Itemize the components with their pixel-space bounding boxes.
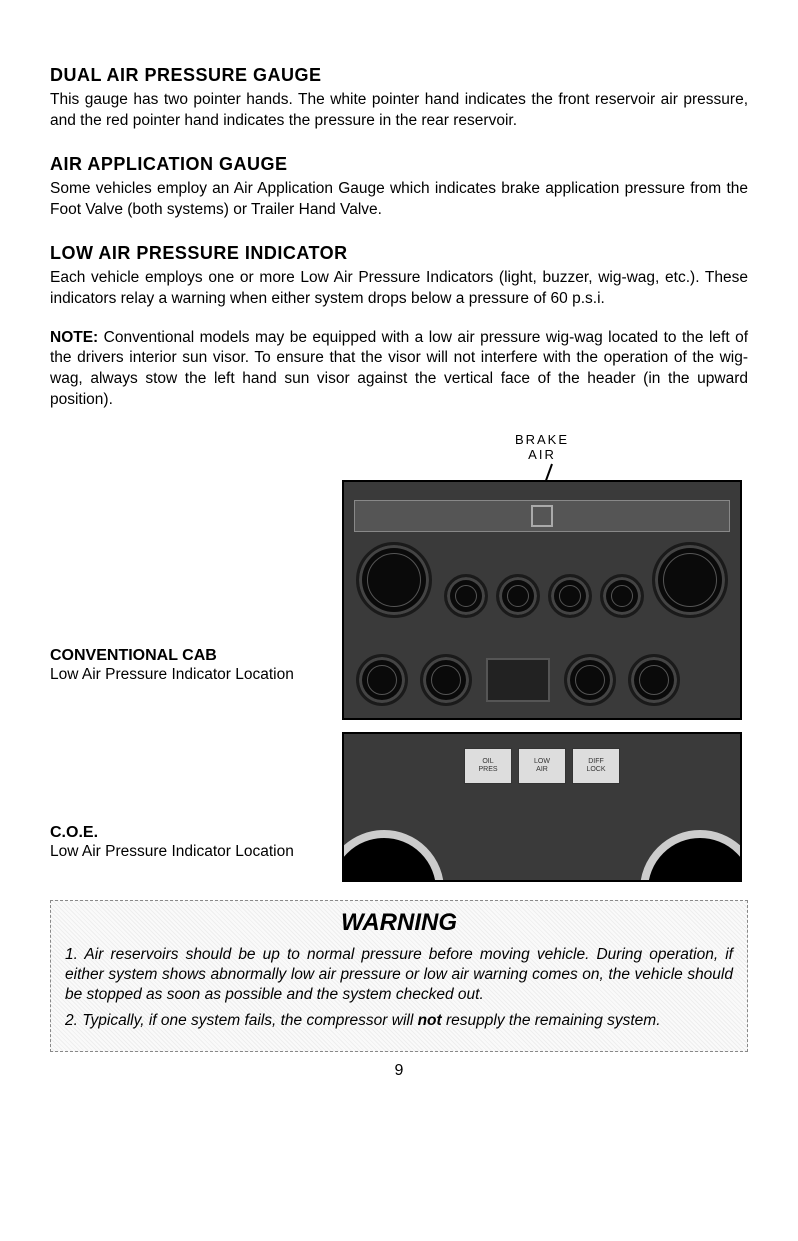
heading-low-air: LOW AIR PRESSURE INDICATOR xyxy=(50,243,748,264)
gauge-medium-3 xyxy=(548,574,592,618)
ind2-l1: LOW xyxy=(534,758,550,766)
dashboard-panel-coe: OIL PRES LOW AIR DIFF LOCK xyxy=(342,732,742,882)
brake-air-top: BRAKE xyxy=(515,432,569,447)
indicator-low-air: LOW AIR xyxy=(518,748,566,784)
page-number: 9 xyxy=(50,1062,748,1080)
warning-item-2-bold: not xyxy=(418,1012,442,1029)
ind1-l1: OIL xyxy=(482,758,493,766)
label-coe-sub: Low Air Pressure Indicator Location xyxy=(50,842,318,862)
ind3-l2: LOCK xyxy=(586,766,605,774)
brake-air-indicator-icon xyxy=(531,505,553,527)
gauge-small-1 xyxy=(356,654,408,706)
figure-image-coe: OIL PRES LOW AIR DIFF LOCK xyxy=(336,732,748,882)
gauge-small-4 xyxy=(628,654,680,706)
note-body-text: Conventional models may be equipped with… xyxy=(50,329,748,409)
body-low-air: Each vehicle employs one or more Low Air… xyxy=(50,268,748,310)
gauge-small-2 xyxy=(420,654,472,706)
indicator-oil-pres: OIL PRES xyxy=(464,748,512,784)
gauge-medium-4 xyxy=(600,574,644,618)
brake-air-callout: BRAKE AIR xyxy=(515,433,569,462)
ind2-l2: AIR xyxy=(536,766,548,774)
label-conventional-heading: CONVENTIONAL CAB xyxy=(50,647,318,665)
section-dual-air-pressure: DUAL AIR PRESSURE GAUGE This gauge has t… xyxy=(50,65,748,132)
note-label: NOTE: xyxy=(50,329,98,346)
warning-item-2-pre: 2. Typically, if one system fails, the c… xyxy=(65,1012,418,1029)
dash-indicator-strip xyxy=(354,500,730,532)
coe-gauge-left xyxy=(342,830,444,882)
gauge-large-right xyxy=(652,542,728,618)
warning-item-1: 1. Air reservoirs should be up to normal… xyxy=(65,945,733,1005)
warning-item-2: 2. Typically, if one system fails, the c… xyxy=(65,1011,733,1031)
heading-dual-air: DUAL AIR PRESSURE GAUGE xyxy=(50,65,748,86)
warning-heading: WARNING xyxy=(65,909,733,937)
body-air-app: Some vehicles employ an Air Application … xyxy=(50,179,748,221)
gauge-small-3 xyxy=(564,654,616,706)
figure-image-conventional: BRAKE AIR xyxy=(336,433,748,720)
dash-center-module xyxy=(486,658,550,702)
ind3-l1: DIFF xyxy=(588,758,604,766)
gauge-medium-2 xyxy=(496,574,540,618)
dashboard-panel-conventional xyxy=(342,480,742,720)
figure-conventional-cab: CONVENTIONAL CAB Low Air Pressure Indica… xyxy=(50,433,748,720)
ind1-l2: PRES xyxy=(478,766,497,774)
warning-box: WARNING 1. Air reservoirs should be up t… xyxy=(50,900,748,1053)
gauge-medium-1 xyxy=(444,574,488,618)
figure-coe: C.O.E. Low Air Pressure Indicator Locati… xyxy=(50,732,748,882)
heading-air-app: AIR APPLICATION GAUGE xyxy=(50,154,748,175)
body-dual-air: This gauge has two pointer hands. The wh… xyxy=(50,90,748,132)
brake-air-bottom: AIR xyxy=(528,447,556,462)
label-conventional-sub: Low Air Pressure Indicator Location xyxy=(50,665,318,685)
section-air-application: AIR APPLICATION GAUGE Some vehicles empl… xyxy=(50,154,748,221)
figure-label-coe: C.O.E. Low Air Pressure Indicator Locati… xyxy=(50,824,318,882)
coe-gauge-right xyxy=(640,830,742,882)
note-block: NOTE: Conventional models may be equippe… xyxy=(50,328,748,412)
indicator-diff-lock: DIFF LOCK xyxy=(572,748,620,784)
warning-item-2-post: resupply the remaining system. xyxy=(442,1012,661,1029)
section-low-air-pressure: LOW AIR PRESSURE INDICATOR Each vehicle … xyxy=(50,243,748,412)
gauge-large-left xyxy=(356,542,432,618)
label-coe-heading: C.O.E. xyxy=(50,824,318,842)
figure-label-conventional: CONVENTIONAL CAB Low Air Pressure Indica… xyxy=(50,647,318,720)
indicator-row: OIL PRES LOW AIR DIFF LOCK xyxy=(464,748,620,784)
